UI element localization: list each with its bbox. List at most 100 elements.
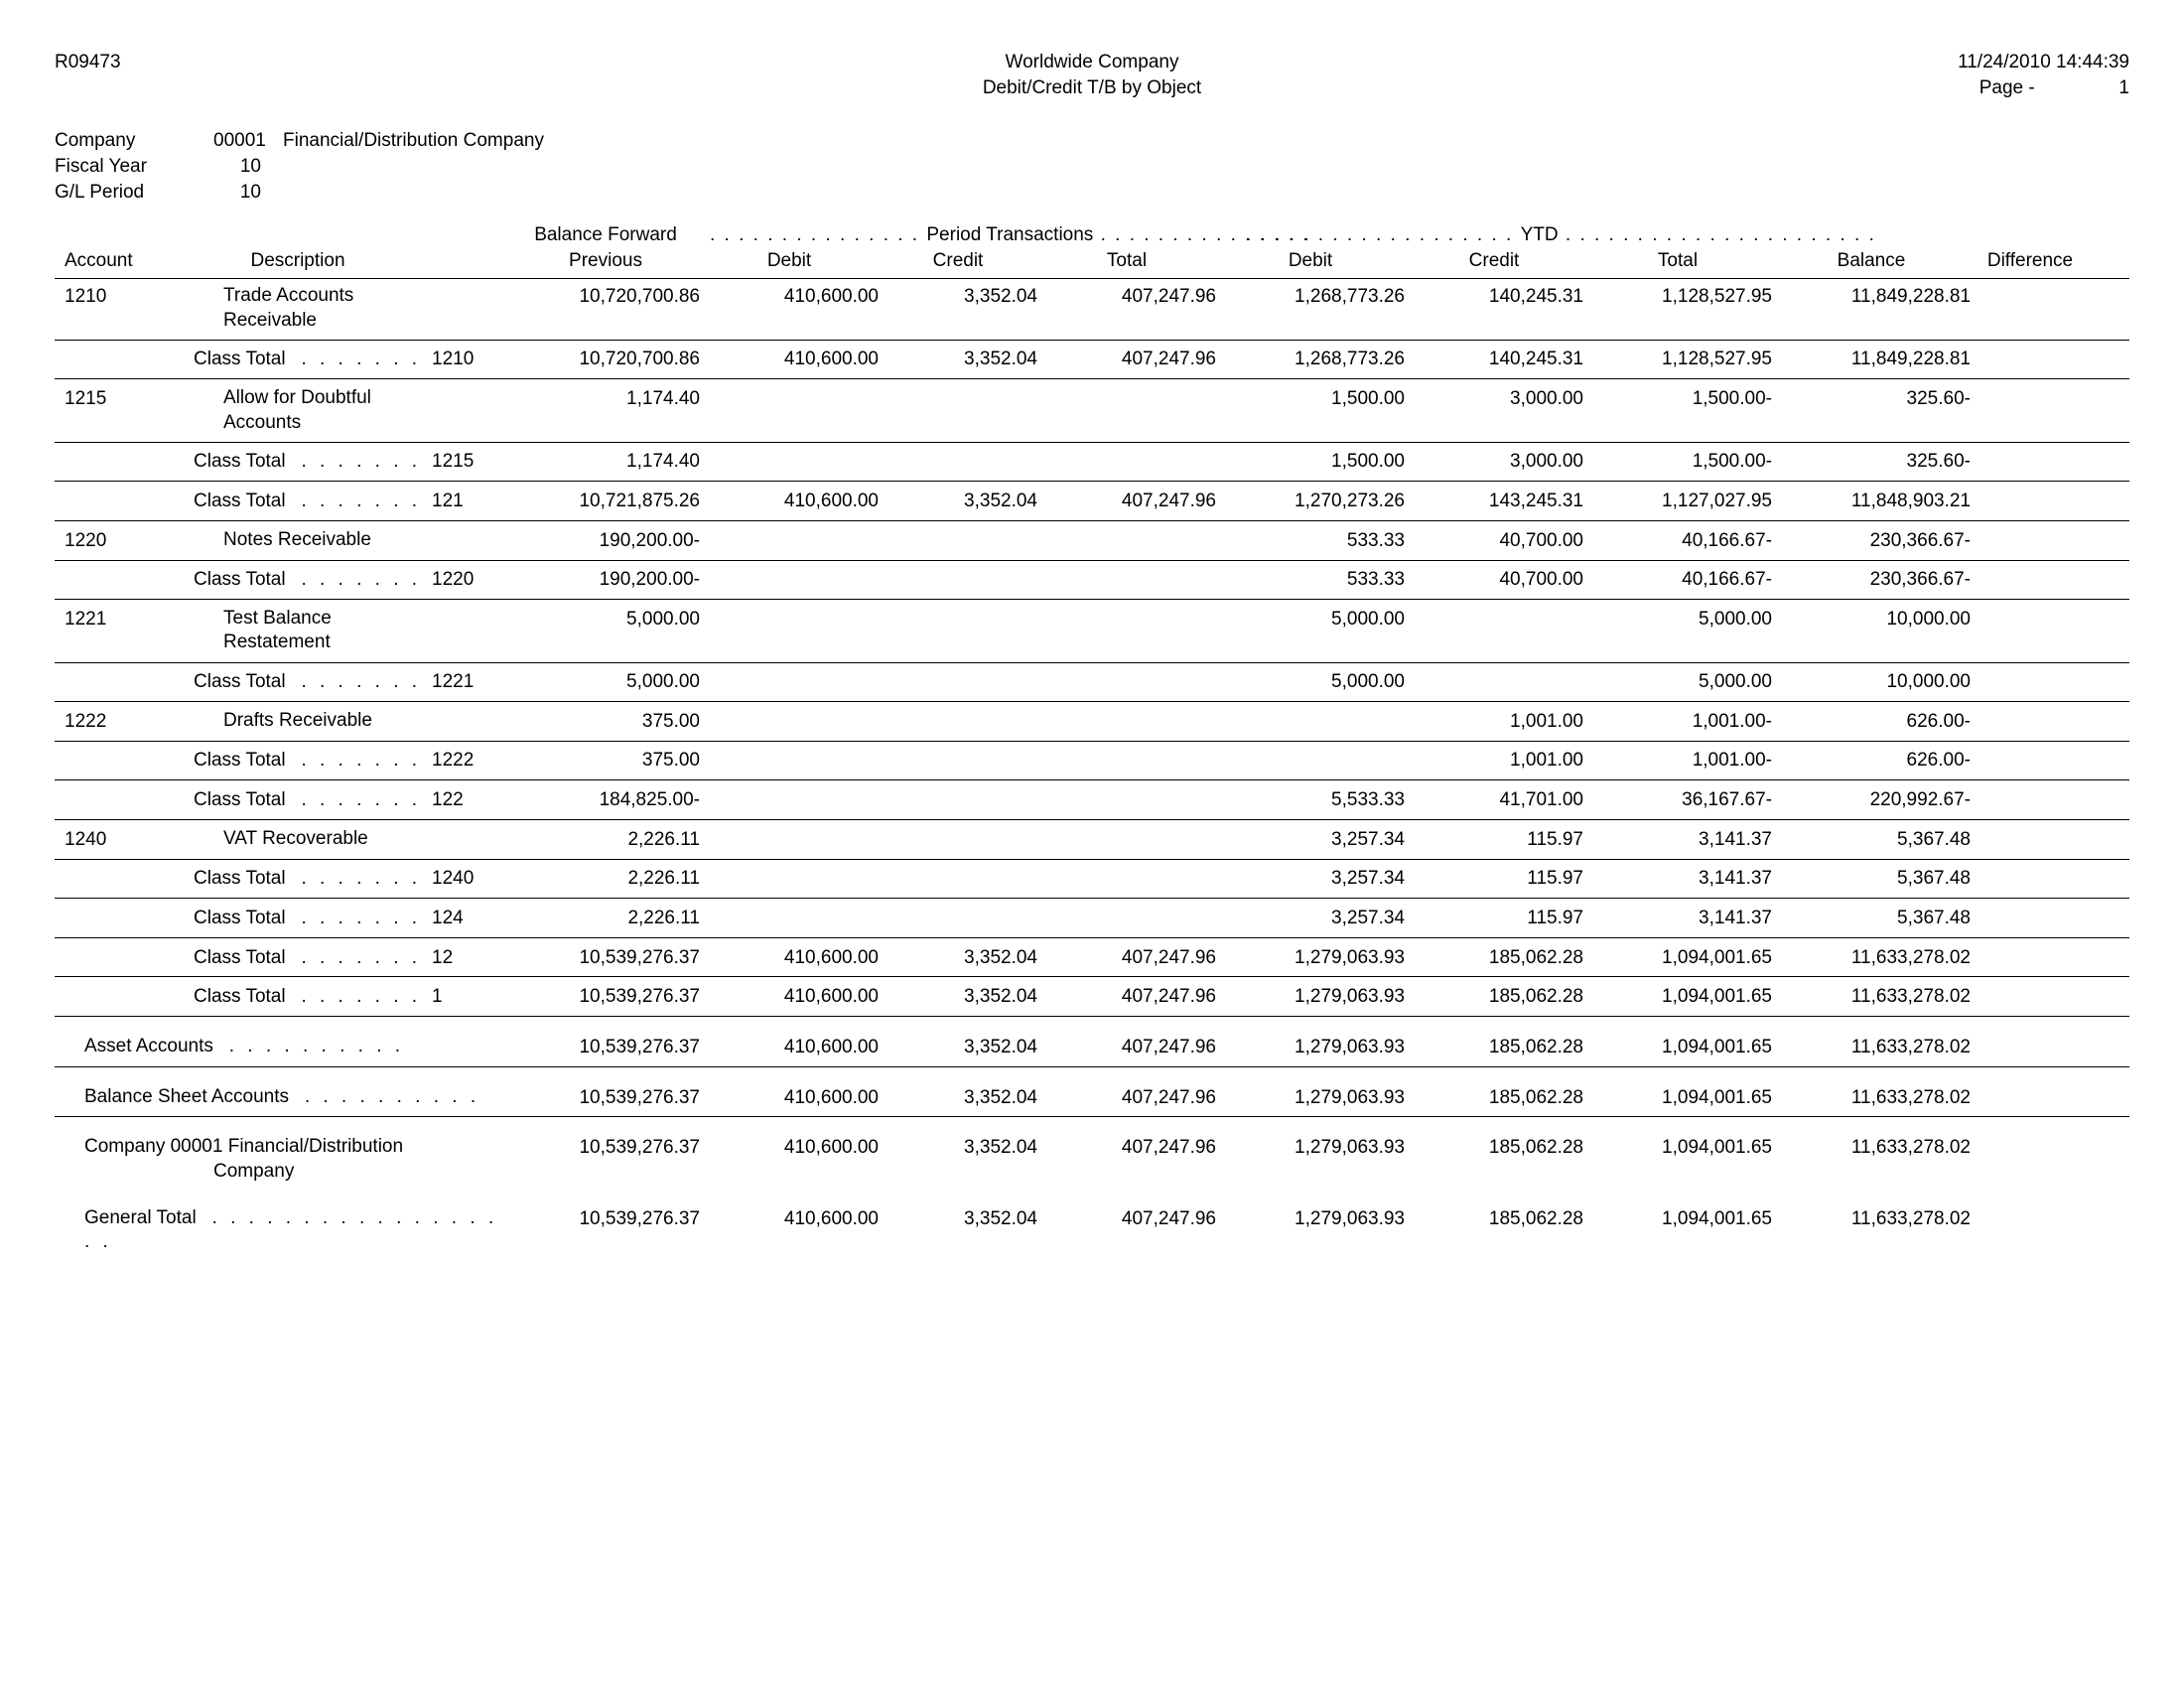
cell-pcredit: 3,352.04 xyxy=(879,347,1037,372)
class-total-row: Class Total . . . . . . .1210,539,276.37… xyxy=(55,940,2129,978)
cell-ytotal: 1,128,527.95 xyxy=(1583,347,1772,372)
fiscal-year-label: Fiscal Year xyxy=(55,154,213,180)
cell-ycredit: 3,000.00 xyxy=(1405,449,1583,475)
cell-pdebit xyxy=(700,709,879,735)
cell-pcredit: 3,352.04 xyxy=(879,1206,1037,1255)
cell-prev: 375.00 xyxy=(511,709,700,735)
report-title-block: Worldwide Company Debit/Credit T/B by Ob… xyxy=(352,50,1832,100)
summary-row: Company 00001 Financial/DistributionComp… xyxy=(55,1119,2129,1190)
cell-ytotal: 5,000.00 xyxy=(1583,669,1772,695)
cell-prev: 2,226.11 xyxy=(511,866,700,892)
cell-ydebit: 1,270,273.26 xyxy=(1216,489,1405,514)
table-row: 1240VAT Recoverable2,226.113,257.34115.9… xyxy=(55,822,2129,858)
cell-balance: 11,633,278.02 xyxy=(1772,1206,1971,1255)
class-total-code: 1215 xyxy=(432,449,511,475)
cell-prev: 1,174.40 xyxy=(511,449,700,475)
group-period-label: Period Transactions xyxy=(926,222,1093,248)
class-total-code: 121 xyxy=(432,489,511,514)
cell-ptotal xyxy=(1037,567,1216,593)
cell-pdebit: 410,600.00 xyxy=(700,1085,879,1111)
cell-account: 1240 xyxy=(55,827,164,853)
hdr-ydebit: Debit xyxy=(1216,248,1405,274)
cell-pcredit xyxy=(879,669,1037,695)
class-total-row: Class Total . . . . . . .12151,174.401,5… xyxy=(55,442,2129,482)
cell-ydebit: 3,257.34 xyxy=(1216,906,1405,931)
cell-balance: 11,849,228.81 xyxy=(1772,284,1971,333)
summary-row: General Total . . . . . . . . . . . . . … xyxy=(55,1191,2129,1261)
cell-balance: 5,367.48 xyxy=(1772,866,1971,892)
cell-prev: 190,200.00- xyxy=(511,528,700,554)
cell-ptotal xyxy=(1037,607,1216,655)
cell-pdebit xyxy=(700,449,879,475)
cell-ycredit: 185,062.28 xyxy=(1405,1206,1583,1255)
cell-pdebit xyxy=(700,748,879,774)
cell-prev: 2,226.11 xyxy=(511,906,700,931)
cell-balance: 11,633,278.02 xyxy=(1772,984,1971,1010)
cell-ydebit: 3,257.34 xyxy=(1216,827,1405,853)
cell-ytotal: 3,141.37 xyxy=(1583,866,1772,892)
class-total-row: Class Total . . . . . . .12402,226.113,2… xyxy=(55,859,2129,899)
cell-ytotal: 3,141.37 xyxy=(1583,827,1772,853)
cell-pdebit: 410,600.00 xyxy=(700,984,879,1010)
cell-ptotal xyxy=(1037,449,1216,475)
cell-pdebit: 410,600.00 xyxy=(700,489,879,514)
cell-prev: 10,539,276.37 xyxy=(511,1206,700,1255)
cell-ycredit: 115.97 xyxy=(1405,906,1583,931)
report-timestamp: 11/24/2010 14:44:39 xyxy=(1832,50,2129,75)
cell-ytotal: 5,000.00 xyxy=(1583,607,1772,655)
cell-pdebit: 410,600.00 xyxy=(700,284,879,333)
summary-label: Company 00001 Financial/DistributionComp… xyxy=(55,1135,511,1184)
group-period: . . . . . . . . . . . . . . . Period Tra… xyxy=(710,222,1226,248)
cell-ydebit: 1,268,773.26 xyxy=(1216,347,1405,372)
summary-row: Asset Accounts . . . . . . . . . .10,539… xyxy=(55,1019,2129,1067)
cell-pdebit xyxy=(700,866,879,892)
group-ytd-label: YTD xyxy=(1521,222,1559,248)
cell-balance: 325.60- xyxy=(1772,449,1971,475)
class-total-code: 1222 xyxy=(432,748,511,774)
cell-account: 1210 xyxy=(55,284,164,333)
cell-prev: 10,539,276.37 xyxy=(511,945,700,971)
cell-prev: 2,226.11 xyxy=(511,827,700,853)
hdr-ptotal: Total xyxy=(1037,248,1216,274)
class-total-label: Class Total . . . . . . . xyxy=(164,906,432,931)
company-label: Company xyxy=(55,128,213,154)
cell-account: 1220 xyxy=(55,528,164,554)
cell-ydebit xyxy=(1216,709,1405,735)
group-ytd: . . . . . . . . . . . . . . . . . . . YT… xyxy=(1246,222,1802,248)
cell-balance: 10,000.00 xyxy=(1772,669,1971,695)
cell-prev: 10,720,700.86 xyxy=(511,284,700,333)
class-total-label: Class Total . . . . . . . xyxy=(164,787,432,813)
class-total-code: 1210 xyxy=(432,347,511,372)
cell-balance: 11,633,278.02 xyxy=(1772,1035,1971,1060)
hdr-ycredit: Credit xyxy=(1405,248,1583,274)
cell-prev: 184,825.00- xyxy=(511,787,700,813)
hdr-pdebit: Debit xyxy=(700,248,879,274)
column-headers: Balance Forward . . . . . . . . . . . . … xyxy=(55,222,2129,279)
class-total-label: Class Total . . . . . . . xyxy=(164,984,432,1010)
cell-ycredit: 185,062.28 xyxy=(1405,984,1583,1010)
cell-pcredit xyxy=(879,787,1037,813)
report-id: R09473 xyxy=(55,50,352,100)
summary-container: Asset Accounts . . . . . . . . . .10,539… xyxy=(55,1019,2129,1261)
cell-pdebit xyxy=(700,607,879,655)
cell-balance: 11,849,228.81 xyxy=(1772,347,1971,372)
cell-prev: 1,174.40 xyxy=(511,386,700,435)
cell-ydebit: 1,279,063.93 xyxy=(1216,1135,1405,1184)
cell-ytotal: 1,094,001.65 xyxy=(1583,1206,1772,1255)
cell-ptotal xyxy=(1037,748,1216,774)
hdr-classcode-spacer xyxy=(432,248,511,274)
report-page-line: Page - 1 xyxy=(1832,75,2129,101)
cell-balance: 626.00- xyxy=(1772,748,1971,774)
cell-ptotal: 407,247.96 xyxy=(1037,347,1216,372)
cell-balance: 11,633,278.02 xyxy=(1772,1135,1971,1184)
cell-ycredit: 185,062.28 xyxy=(1405,1085,1583,1111)
cell-pcredit xyxy=(879,386,1037,435)
table-row: 1222Drafts Receivable375.001,001.001,001… xyxy=(55,704,2129,740)
cell-balance: 230,366.67- xyxy=(1772,528,1971,554)
cell-ytotal: 1,094,001.65 xyxy=(1583,945,1772,971)
cell-prev: 10,539,276.37 xyxy=(511,1135,700,1184)
class-total-code: 122 xyxy=(432,787,511,813)
cell-pcredit: 3,352.04 xyxy=(879,1035,1037,1060)
cell-ptotal xyxy=(1037,528,1216,554)
cell-pdebit xyxy=(700,528,879,554)
